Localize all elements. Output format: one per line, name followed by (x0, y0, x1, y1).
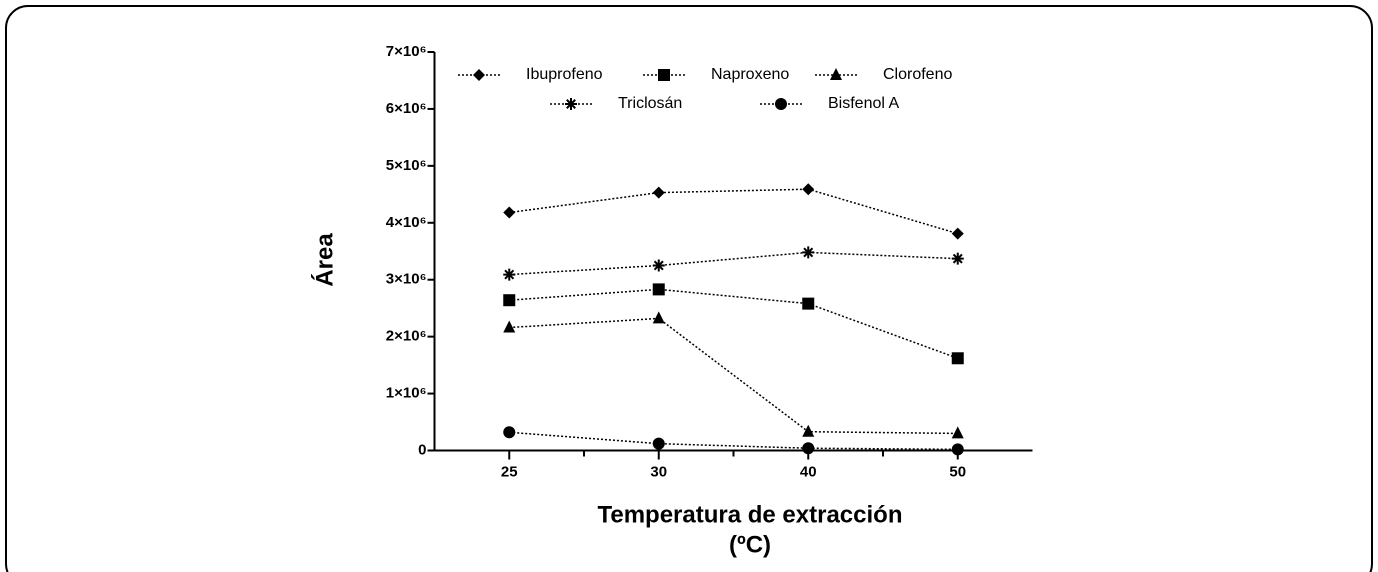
y-tick-label: 7×10⁶ (386, 43, 427, 60)
marker (565, 98, 577, 110)
marker (802, 297, 815, 310)
frame (5, 5, 1373, 572)
marker (951, 227, 964, 240)
marker (951, 426, 964, 439)
marker (503, 426, 516, 439)
marker (951, 252, 964, 265)
y-tick-label: 0 (418, 441, 426, 458)
legend-label: Bisfenol A (828, 95, 899, 112)
y-tick-label: 3×10⁶ (386, 271, 427, 288)
marker (503, 268, 516, 281)
y-tick-label: 4×10⁶ (386, 214, 427, 231)
y-tick-label: 5×10⁶ (386, 157, 427, 174)
x-tick-label: 30 (650, 463, 667, 480)
marker (503, 206, 516, 219)
marker (658, 69, 670, 81)
y-tick-label: 6×10⁶ (386, 100, 427, 117)
marker (802, 183, 815, 196)
marker (652, 186, 665, 199)
legend-label: Clorofeno (883, 66, 952, 83)
series-line (509, 251, 958, 276)
y-axis-title: Área (310, 233, 338, 287)
x-tick-label: 50 (949, 463, 966, 480)
series-line (509, 288, 959, 359)
x-tick-label: 25 (501, 463, 518, 480)
marker (802, 246, 815, 259)
x-tick-label: 40 (800, 463, 817, 480)
marker (802, 424, 815, 437)
marker (652, 437, 665, 450)
series-line (509, 317, 958, 435)
marker (473, 69, 485, 81)
series-line (509, 188, 958, 235)
x-axis-title: Temperatura de extracción (597, 501, 902, 528)
marker (652, 283, 665, 296)
marker (802, 442, 815, 455)
marker (652, 311, 665, 324)
legend-label: Triclosán (618, 95, 682, 112)
marker (652, 259, 665, 272)
series-line (509, 431, 958, 451)
marker (951, 352, 964, 365)
marker (775, 98, 787, 110)
marker (830, 68, 842, 80)
marker (503, 294, 516, 307)
legend-label: Naproxeno (711, 66, 789, 83)
x-axis-title: (ºC) (729, 531, 771, 558)
legend-label: Ibuprofeno (526, 66, 603, 83)
marker (503, 320, 516, 333)
y-tick-label: 1×10⁶ (386, 385, 427, 402)
y-tick-label: 2×10⁶ (386, 328, 427, 345)
marker (951, 443, 964, 456)
